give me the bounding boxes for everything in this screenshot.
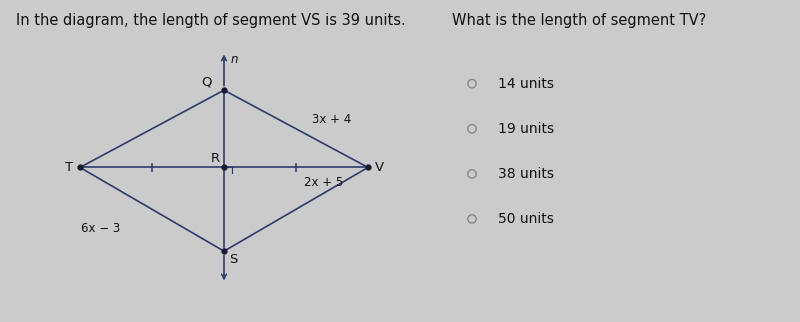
Text: In the diagram, the length of segment VS is 39 units.: In the diagram, the length of segment VS… <box>16 13 406 28</box>
Text: 3x + 4: 3x + 4 <box>312 113 351 126</box>
Text: What is the length of segment TV?: What is the length of segment TV? <box>452 13 706 28</box>
Text: 50 units: 50 units <box>498 212 554 226</box>
Text: n: n <box>230 53 238 66</box>
Text: 14 units: 14 units <box>498 77 554 91</box>
Text: 6x − 3: 6x − 3 <box>81 222 120 235</box>
Text: S: S <box>229 253 237 266</box>
Text: T: T <box>66 161 74 174</box>
Text: 2x + 5: 2x + 5 <box>304 176 343 189</box>
Text: 19 units: 19 units <box>498 122 554 136</box>
Text: Q: Q <box>202 76 212 89</box>
Text: R: R <box>211 152 220 165</box>
Text: V: V <box>374 161 383 174</box>
Text: 38 units: 38 units <box>498 167 554 181</box>
